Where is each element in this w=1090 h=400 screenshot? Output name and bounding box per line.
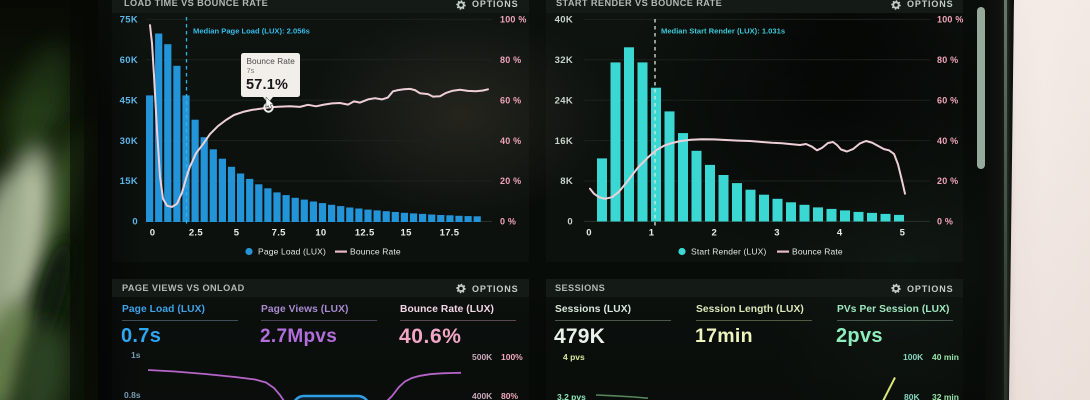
svg-text:2.5: 2.5 — [189, 228, 204, 239]
svg-text:5: 5 — [900, 228, 906, 239]
svg-text:12.5: 12.5 — [355, 228, 375, 239]
svg-text:7.5: 7.5 — [272, 228, 287, 239]
svg-text:45K: 45K — [120, 95, 138, 106]
svg-text:75K: 75K — [120, 15, 138, 26]
svg-text:0: 0 — [586, 228, 592, 239]
svg-text:80 %: 80 % — [500, 55, 521, 65]
svg-text:40 %: 40 % — [500, 136, 521, 146]
svg-text:20 %: 20 % — [500, 176, 521, 186]
svg-text:30K: 30K — [120, 136, 138, 147]
svg-text:16K: 16K — [555, 136, 573, 147]
svg-text:15K: 15K — [120, 176, 138, 187]
svg-text:Median Start Render (LUX): 1.0: Median Start Render (LUX): 1.031s — [661, 27, 785, 36]
svg-text:Page Load (LUX): Page Load (LUX) — [258, 247, 326, 257]
svg-text:60 %: 60 % — [937, 95, 958, 105]
svg-text:40 %: 40 % — [937, 136, 958, 146]
svg-text:8K: 8K — [560, 176, 573, 187]
svg-text:40K: 40K — [555, 15, 573, 26]
svg-text:2: 2 — [712, 228, 718, 239]
svg-text:60 %: 60 % — [500, 95, 521, 105]
svg-text:7s: 7s — [247, 66, 255, 75]
svg-text:Bounce Rate: Bounce Rate — [247, 57, 296, 66]
svg-text:3: 3 — [774, 228, 780, 239]
svg-text:Bounce Rate: Bounce Rate — [350, 247, 401, 257]
svg-text:10: 10 — [315, 228, 326, 239]
svg-text:Bounce Rate: Bounce Rate — [792, 247, 843, 257]
svg-text:100 %: 100 % — [937, 15, 964, 25]
svg-text:15: 15 — [401, 228, 413, 239]
svg-text:0: 0 — [150, 228, 156, 239]
svg-text:24K: 24K — [555, 95, 573, 106]
svg-text:80 %: 80 % — [937, 55, 958, 65]
svg-text:5: 5 — [234, 228, 240, 239]
svg-text:100 %: 100 % — [500, 15, 527, 25]
svg-text:0: 0 — [132, 217, 138, 228]
svg-text:4: 4 — [837, 228, 843, 239]
svg-text:17.5: 17.5 — [440, 228, 460, 239]
svg-text:1: 1 — [649, 228, 655, 239]
svg-text:57.1%: 57.1% — [246, 77, 288, 93]
svg-text:20 %: 20 % — [937, 176, 958, 186]
svg-text:Median Page Load (LUX): 2.056s: Median Page Load (LUX): 2.056s — [193, 27, 310, 36]
svg-text:0 %: 0 % — [937, 217, 953, 227]
svg-text:0: 0 — [567, 217, 573, 228]
svg-text:Start Render (LUX): Start Render (LUX) — [691, 247, 766, 257]
svg-text:60K: 60K — [120, 55, 138, 66]
svg-text:32K: 32K — [555, 55, 573, 66]
svg-text:0 %: 0 % — [500, 217, 516, 227]
